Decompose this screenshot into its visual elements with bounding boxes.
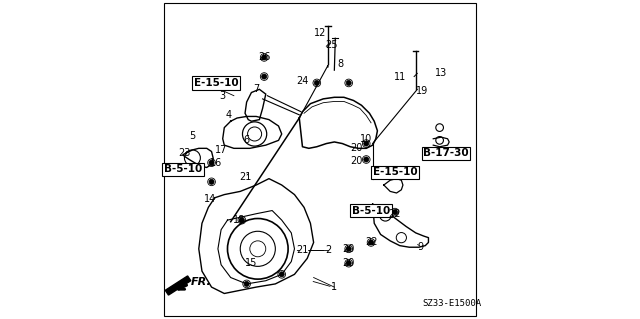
Circle shape	[346, 80, 351, 85]
Circle shape	[262, 55, 267, 60]
Text: 11: 11	[394, 71, 406, 82]
Text: 12: 12	[314, 28, 326, 39]
Text: B-17-30: B-17-30	[423, 148, 469, 158]
Circle shape	[279, 272, 284, 277]
Text: 26: 26	[258, 52, 270, 63]
Text: 6: 6	[244, 135, 250, 145]
Text: 20: 20	[351, 143, 363, 153]
Text: 19: 19	[416, 86, 428, 96]
Circle shape	[239, 218, 244, 223]
Circle shape	[364, 157, 369, 162]
Polygon shape	[165, 276, 191, 295]
Text: 15: 15	[245, 258, 258, 268]
Text: 20: 20	[342, 244, 355, 254]
Text: 21: 21	[296, 245, 308, 256]
Circle shape	[346, 261, 351, 266]
Text: 9: 9	[417, 242, 424, 252]
Text: 25: 25	[325, 40, 337, 50]
Text: SZ33-E1500A: SZ33-E1500A	[423, 299, 482, 308]
Text: E-15-10: E-15-10	[372, 167, 417, 177]
Circle shape	[369, 240, 374, 245]
Circle shape	[244, 281, 249, 286]
Text: 8: 8	[338, 59, 344, 69]
Text: 3: 3	[220, 91, 226, 101]
Text: 20: 20	[342, 258, 355, 268]
Circle shape	[209, 160, 214, 165]
Text: 13: 13	[435, 68, 447, 78]
Text: 10: 10	[360, 134, 372, 144]
Text: 5: 5	[189, 130, 196, 141]
Text: 22: 22	[365, 237, 378, 248]
Text: 18: 18	[232, 215, 244, 225]
Circle shape	[346, 246, 351, 251]
Circle shape	[392, 210, 397, 215]
Text: 20: 20	[351, 156, 363, 166]
Text: E-15-10: E-15-10	[194, 78, 239, 88]
Text: 24: 24	[296, 76, 308, 86]
Text: 17: 17	[215, 145, 227, 155]
Circle shape	[209, 179, 214, 184]
Text: 14: 14	[204, 194, 216, 204]
Text: 23: 23	[178, 148, 191, 158]
Circle shape	[364, 141, 369, 146]
Text: 4: 4	[226, 110, 232, 120]
Text: FR.: FR.	[191, 277, 212, 287]
Text: B-5-10: B-5-10	[352, 205, 390, 216]
Text: 2: 2	[325, 245, 331, 256]
Text: B-5-10: B-5-10	[164, 164, 202, 174]
Text: 1: 1	[332, 282, 337, 292]
Circle shape	[262, 74, 267, 79]
Text: 16: 16	[210, 158, 223, 168]
Text: 22: 22	[388, 209, 401, 219]
Text: 7: 7	[253, 84, 259, 94]
Text: 21: 21	[239, 172, 252, 182]
Circle shape	[314, 80, 319, 85]
